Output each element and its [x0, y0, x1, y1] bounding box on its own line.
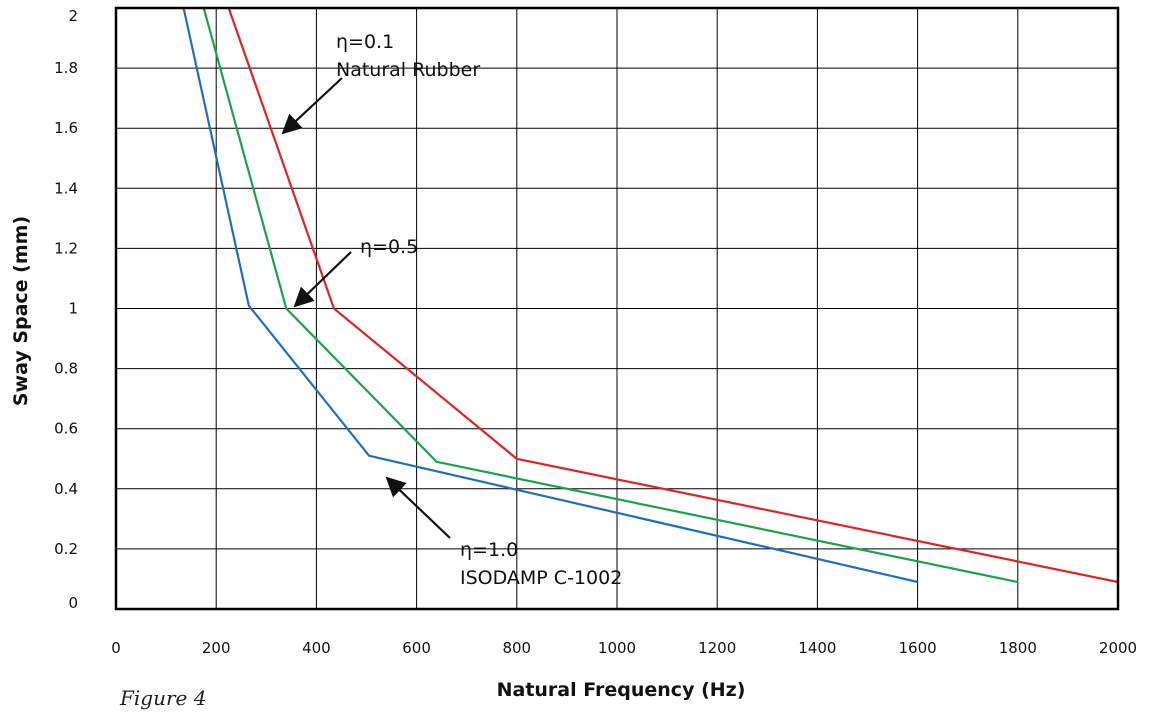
y-tick-label: 0: [68, 594, 78, 612]
y-tick-label: 2: [68, 7, 78, 25]
series-line-2: [202, 8, 1019, 584]
annotation-text: η=0.1: [336, 31, 394, 53]
y-tick-label: 1.6: [54, 119, 78, 137]
plot-border: [114, 6, 1120, 611]
series-layer: [182, 8, 1118, 584]
x-tick-label: 800: [502, 639, 531, 657]
x-tick-label: 400: [302, 639, 331, 657]
x-tick-label: 2000: [1099, 639, 1137, 657]
annotation-text: η=0.5: [360, 236, 418, 258]
annotation-3: η=1.0 ISODAMP C-1002: [385, 476, 622, 589]
annotation-arrow: [293, 251, 352, 308]
x-tick-label: 1800: [999, 639, 1037, 657]
x-tick-label: 1400: [798, 639, 836, 657]
annotation-2: η=0.5: [293, 236, 418, 308]
series-line-3: [182, 8, 918, 584]
annotation-text: η=1.0: [460, 539, 518, 561]
x-tick-label: 1000: [598, 639, 636, 657]
series-line-1: [227, 8, 1118, 584]
y-tick-labels: 0 0.2 0.4 0.6 0.8 1 1.2 1.4 1.6 1.8 2: [54, 7, 78, 612]
y-tick-label: 0.6: [54, 420, 78, 438]
grid: [115, 7, 1119, 610]
annotation-1: η=0.1 Natural Rubber: [281, 31, 480, 135]
x-tick-label: 1600: [899, 639, 937, 657]
figure-label: Figure 4: [119, 686, 206, 710]
y-tick-label: 0.8: [54, 360, 78, 378]
annotation-text: Natural Rubber: [336, 59, 480, 81]
annotation-text: ISODAMP C-1002: [460, 567, 622, 589]
x-tick-label: 1200: [698, 639, 736, 657]
x-tick-label: 600: [402, 639, 431, 657]
y-tick-label: 0.2: [54, 540, 78, 558]
y-tick-label: 1.2: [54, 239, 78, 257]
x-tick-labels: 0 200 400 600 800 1000 1200 1400 1600 1800 2000: [111, 639, 1137, 657]
x-tick-label: 200: [202, 639, 231, 657]
y-tick-label: 1: [68, 300, 78, 318]
x-axis-title: Natural Frequency (Hz): [497, 679, 746, 701]
plot-frame: [114, 6, 1120, 611]
y-tick-label: 0.4: [54, 480, 78, 498]
y-tick-label: 1.4: [54, 179, 78, 197]
y-axis-title: Sway Space (mm): [10, 216, 32, 406]
x-tick-label: 0: [111, 639, 121, 657]
annotation-arrow: [385, 476, 451, 539]
annotations: η=0.1 Natural Rubber η=0.5 η=1.0 ISODAMP C-1…: [281, 31, 622, 589]
y-tick-label: 1.8: [54, 59, 78, 77]
annotation-arrow: [281, 77, 343, 135]
